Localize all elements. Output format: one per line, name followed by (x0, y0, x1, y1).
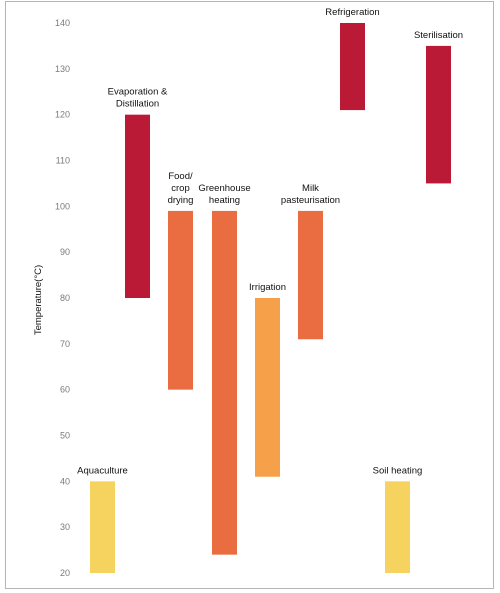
category-label: heating (209, 195, 240, 206)
category-label: Irrigation (249, 282, 286, 293)
y-tick-label: 60 (60, 385, 70, 395)
y-tick-label: 50 (60, 431, 70, 441)
range-bar (298, 210, 323, 340)
range-bar (90, 481, 115, 573)
y-axis-label: Temperature(°C) (33, 265, 44, 335)
category-label: Sterilisation (414, 30, 463, 41)
category-label: Food/ (168, 171, 193, 182)
y-tick-label: 90 (60, 247, 70, 257)
y-tick-label: 120 (55, 110, 70, 120)
y-tick-label: 140 (55, 18, 70, 28)
chart-frame (5, 1, 494, 589)
range-bar (426, 45, 451, 184)
y-tick-label: 20 (60, 568, 70, 578)
range-bar (125, 114, 150, 299)
y-tick-label: 100 (55, 201, 70, 211)
category-label: pasteurisation (281, 195, 340, 206)
category-label: Distillation (116, 99, 159, 110)
y-tick-label: 130 (55, 64, 70, 74)
y-tick-label: 70 (60, 339, 70, 349)
y-tick-label: 110 (56, 156, 70, 166)
category-label: Evaporation & (108, 87, 168, 98)
range-bar (212, 210, 237, 555)
category-label: Refrigeration (325, 7, 379, 18)
range-bar (168, 210, 193, 390)
category-label: Milk (302, 183, 319, 194)
category-label: Greenhouse (198, 183, 250, 194)
y-tick-label: 40 (60, 476, 70, 486)
range-bar (255, 298, 280, 477)
y-tick-label: 80 (60, 293, 70, 303)
y-tick-label: 30 (60, 522, 70, 532)
category-label: crop (171, 183, 189, 194)
category-label: Aquaculture (77, 465, 128, 476)
category-label: Soil heating (373, 465, 423, 476)
category-label: drying (168, 195, 194, 206)
range-bar (340, 23, 365, 111)
range-bar (385, 481, 410, 573)
